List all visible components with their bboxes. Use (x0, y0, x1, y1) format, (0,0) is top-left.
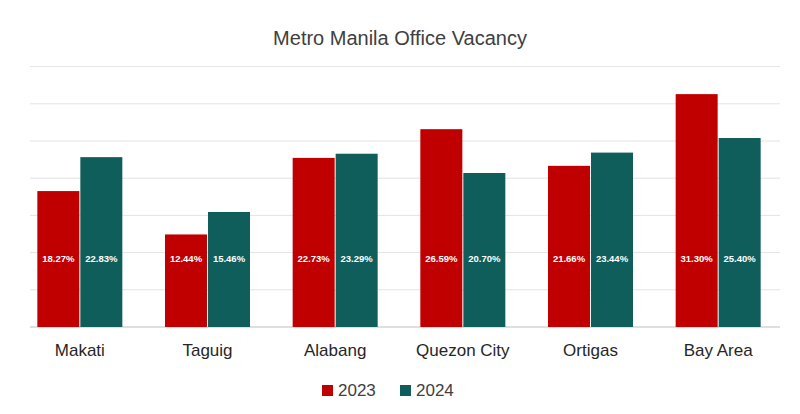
legend-label: 2023 (338, 381, 376, 400)
grid-line (30, 252, 780, 253)
bar (420, 129, 462, 327)
bar (37, 191, 79, 327)
x-tick-label: Quezon City (416, 341, 510, 360)
data-label: 25.40% (724, 253, 757, 264)
data-label: 21.66% (553, 253, 586, 264)
x-tick-label: Taguig (182, 341, 232, 360)
grid-line (30, 178, 780, 179)
data-label: 20.70% (468, 253, 501, 264)
grid-line (30, 66, 780, 67)
legend-label: 2024 (416, 381, 454, 400)
grid-line (30, 215, 780, 216)
x-tick-label: Makati (55, 341, 105, 360)
bars (37, 94, 760, 327)
legend-swatch (322, 385, 333, 396)
grid-line (30, 141, 780, 142)
bar (676, 94, 718, 327)
bar (80, 157, 122, 327)
data-label: 31.30% (681, 253, 714, 264)
data-labels: 18.27% 12.44% 22.73% 26.59% 21.66% 31.30% 22.8… (42, 253, 756, 264)
data-label: 23.44% (596, 253, 629, 264)
x-tick-label: Alabang (304, 341, 366, 360)
grid-line (30, 289, 780, 290)
grid-line (30, 327, 780, 328)
data-label: 22.83% (85, 253, 118, 264)
data-label: 23.29% (341, 253, 374, 264)
bar (293, 158, 335, 327)
bar (336, 154, 378, 327)
chart-svg: Metro Manila Office Vacancy 18.27% 12.44% 2… (0, 0, 800, 414)
data-label: 22.73% (298, 253, 331, 264)
bar (719, 138, 761, 327)
data-label: 18.27% (42, 253, 75, 264)
chart-title: Metro Manila Office Vacancy (273, 27, 527, 49)
grid-line (30, 103, 780, 104)
bar (165, 234, 207, 327)
x-tick-label: Bay Area (684, 341, 754, 360)
x-tick-label: Ortigas (563, 341, 618, 360)
data-label: 12.44% (170, 253, 203, 264)
legend-swatch (400, 385, 411, 396)
data-label: 15.46% (213, 253, 246, 264)
bar (548, 166, 590, 327)
bar (591, 153, 633, 327)
bar (208, 212, 250, 327)
chart-container: Metro Manila Office Vacancy 18.27% 12.44% 2… (0, 0, 800, 414)
data-label: 26.59% (425, 253, 458, 264)
bar (463, 173, 505, 327)
